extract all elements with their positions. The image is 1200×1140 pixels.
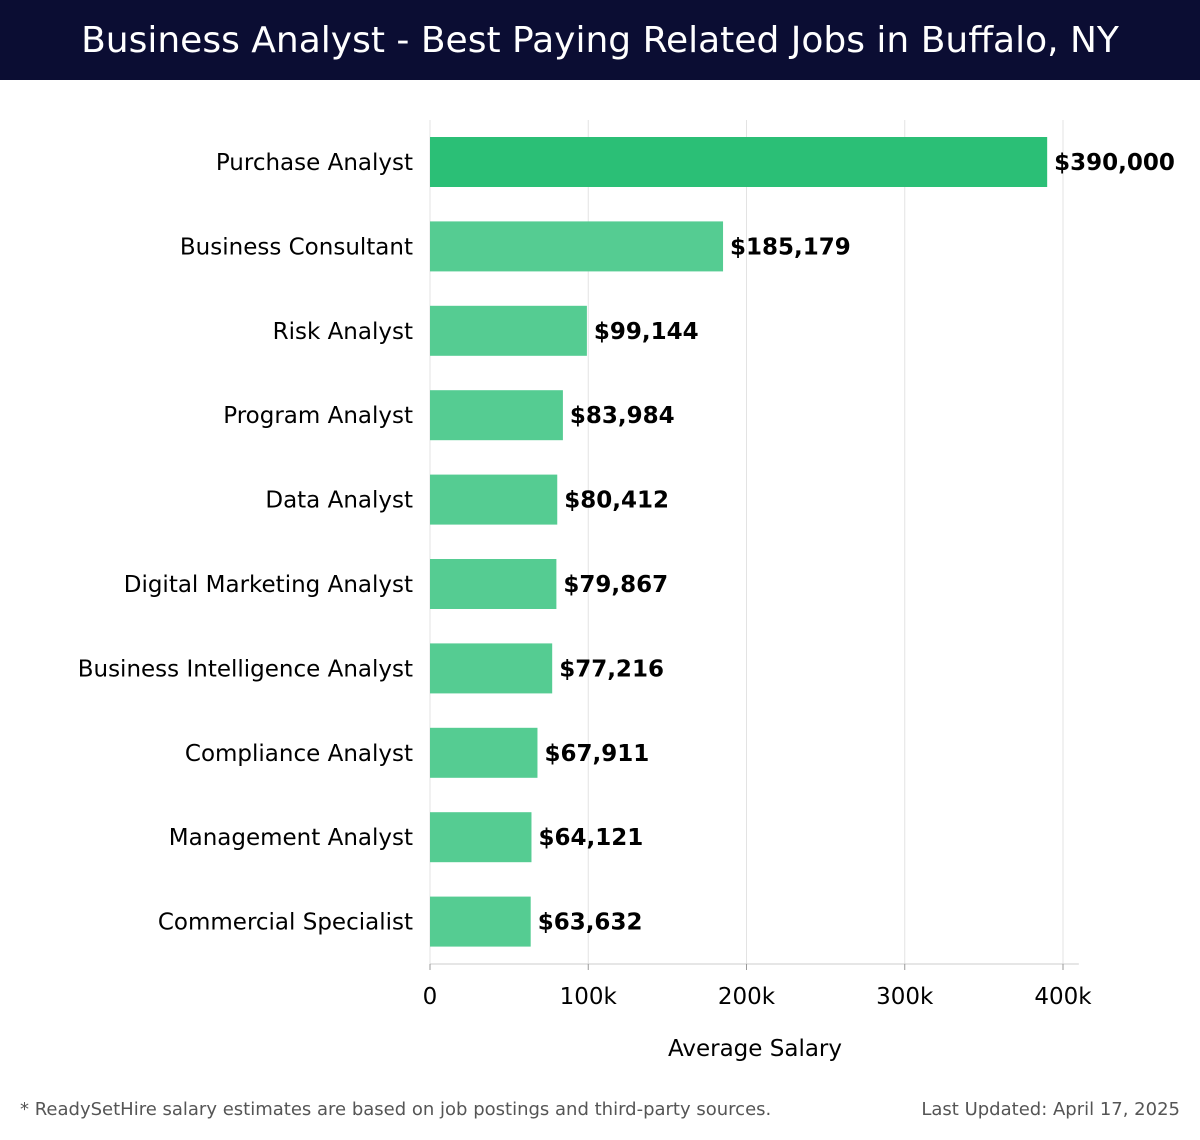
bar (430, 643, 553, 694)
x-tick-label: 300k (876, 984, 934, 1010)
value-label: $79,867 (563, 572, 668, 598)
bar (430, 559, 557, 609)
bar (430, 305, 587, 356)
value-label: $83,984 (570, 403, 675, 429)
category-label: Business Consultant (180, 234, 413, 260)
category-label: Risk Analyst (273, 319, 413, 345)
category-label: Digital Marketing Analyst (124, 572, 413, 598)
value-label: $77,216 (559, 656, 664, 682)
bar (430, 221, 724, 272)
category-label: Commercial Specialist (158, 910, 413, 936)
category-label: Management Analyst (169, 825, 413, 851)
value-label: $64,121 (538, 825, 643, 851)
category-label: Purchase Analyst (216, 150, 413, 176)
x-axis-title: Average Salary (668, 1036, 842, 1062)
category-label: Compliance Analyst (185, 741, 413, 767)
x-tick-label: 0 (423, 984, 438, 1010)
value-label: $185,179 (730, 234, 851, 260)
chart-header: Business Analyst - Best Paying Related J… (0, 0, 1200, 80)
bar-chart: 0 100k 200k 300k 400k Average Salary Purchase … (78, 120, 1175, 1062)
bar (430, 474, 558, 525)
value-label: $99,144 (594, 319, 699, 345)
value-label: $63,632 (538, 910, 643, 936)
category-label: Data Analyst (265, 488, 413, 514)
bar (430, 727, 538, 778)
bar (430, 812, 532, 863)
value-label: $67,911 (544, 741, 649, 767)
bar (430, 896, 531, 947)
bar (430, 137, 1048, 187)
value-label: $80,412 (564, 488, 669, 514)
x-tick-label: 200k (718, 984, 776, 1010)
chart-title: Business Analyst - Best Paying Related J… (81, 19, 1119, 61)
x-tick-label: 400k (1034, 984, 1092, 1010)
value-label: $390,000 (1054, 150, 1175, 176)
footnote: * ReadySetHire salary estimates are base… (20, 1099, 772, 1120)
x-tick-label: 100k (560, 984, 618, 1010)
last-updated: Last Updated: April 17, 2025 (921, 1099, 1180, 1120)
bar (430, 390, 563, 441)
category-label: Business Intelligence Analyst (78, 656, 413, 682)
category-label: Program Analyst (223, 403, 413, 429)
